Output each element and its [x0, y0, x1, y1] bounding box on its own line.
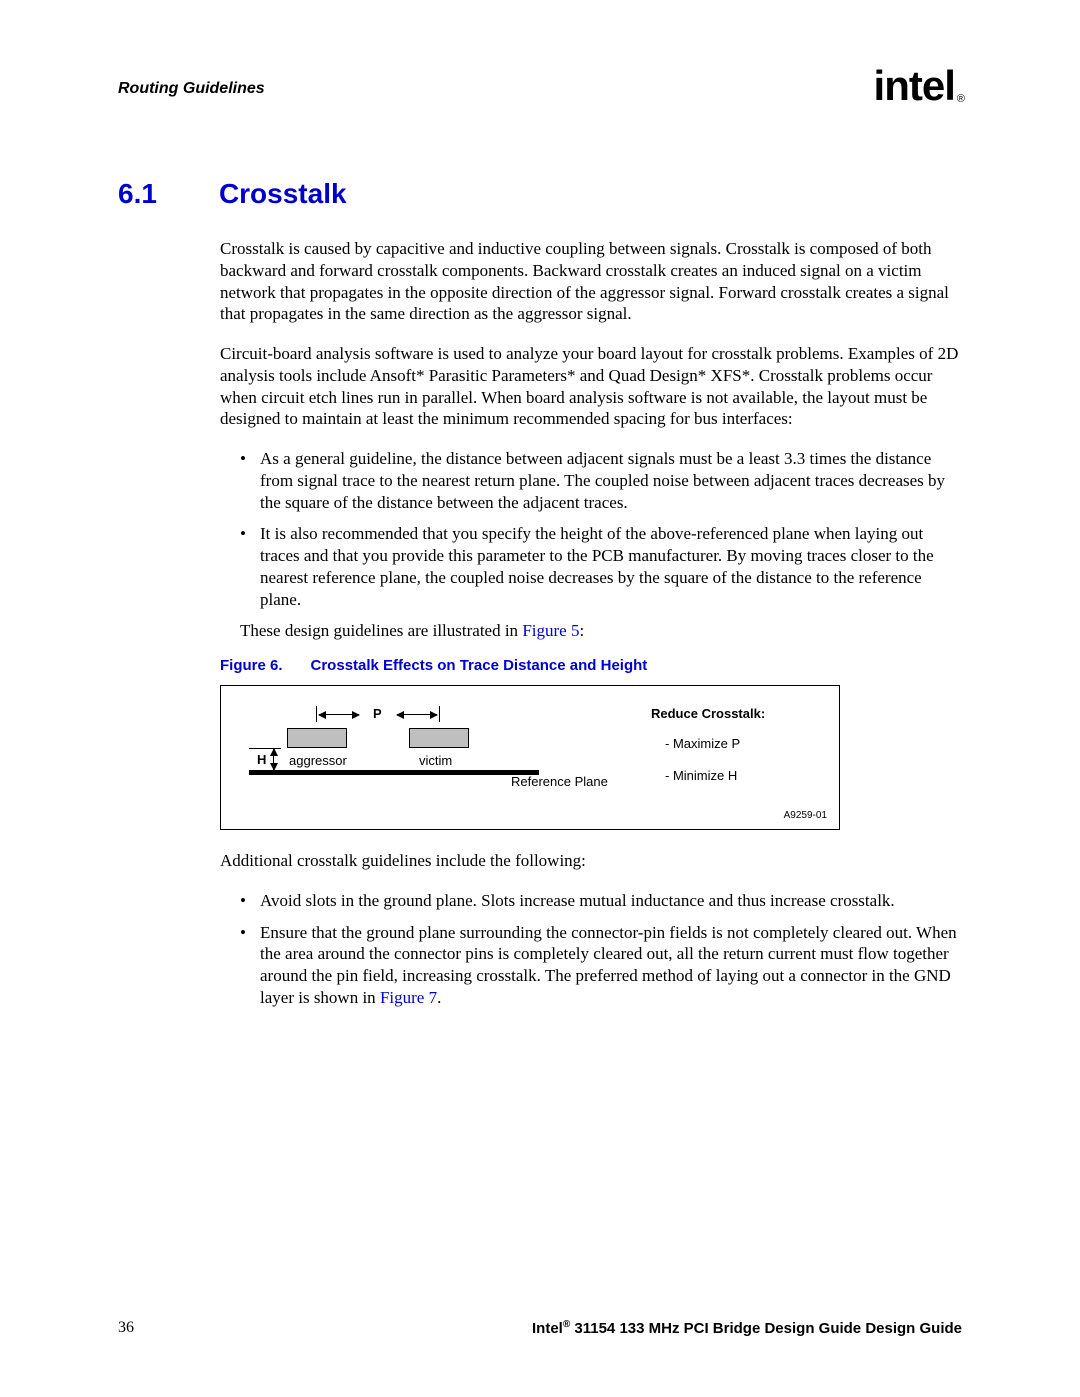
bullet-list: As a general guideline, the distance bet… [240, 448, 962, 610]
maximize-p-label: - Maximize P [665, 736, 740, 751]
paragraph: Crosstalk is caused by capacitive and in… [220, 238, 962, 325]
paragraph: These design guidelines are illustrated … [240, 620, 962, 642]
dim-arrow [397, 714, 437, 715]
section-heading: 6.1 Crosstalk [118, 178, 962, 210]
victim-trace [409, 728, 469, 748]
running-header: Routing Guidelines [118, 80, 265, 98]
list-item: Ensure that the ground plane surrounding… [240, 922, 962, 1009]
p-label: P [373, 706, 382, 721]
figure-code: A9259-01 [784, 810, 827, 821]
dim-tick [316, 706, 317, 722]
section-number: 6.1 [118, 178, 157, 210]
reduce-crosstalk-title: Reduce Crosstalk: [651, 706, 765, 721]
document-title: Intel® 31154 133 MHz PCI Bridge Design G… [532, 1319, 962, 1337]
page-number: 36 [118, 1319, 134, 1337]
reference-plane [249, 770, 539, 775]
list-item: It is also recommended that you specify … [240, 523, 962, 610]
figure-xref[interactable]: Figure 7 [380, 988, 437, 1007]
dim-arrow [319, 714, 359, 715]
figure-6-diagram: P H aggressor victim Reference Plane Red… [220, 685, 840, 830]
bullet-list: Avoid slots in the ground plane. Slots i… [240, 890, 962, 1009]
page-footer: 36 Intel® 31154 133 MHz PCI Bridge Desig… [118, 1319, 962, 1337]
intel-logo: intel® [874, 62, 962, 110]
list-item: Avoid slots in the ground plane. Slots i… [240, 890, 962, 912]
dim-tick [439, 706, 440, 722]
figure-xref[interactable]: Figure 5 [522, 621, 579, 640]
list-item: As a general guideline, the distance bet… [240, 448, 962, 513]
aggressor-trace [287, 728, 347, 748]
victim-label: victim [419, 753, 452, 768]
figure-caption: Figure 6.Crosstalk Effects on Trace Dist… [220, 656, 962, 675]
paragraph: Additional crosstalk guidelines include … [220, 850, 962, 872]
aggressor-label: aggressor [289, 753, 347, 768]
minimize-h-label: - Minimize H [665, 768, 737, 783]
dim-arrow [273, 749, 274, 770]
section-title: Crosstalk [219, 178, 347, 210]
h-label: H [257, 752, 266, 767]
reference-plane-label: Reference Plane [511, 774, 608, 789]
paragraph: Circuit-board analysis software is used … [220, 343, 962, 430]
